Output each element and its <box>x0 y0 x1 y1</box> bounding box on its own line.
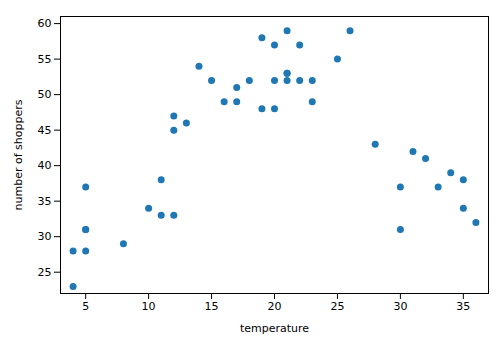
svg-text:30: 30 <box>393 300 407 313</box>
svg-text:10: 10 <box>142 300 156 313</box>
svg-text:15: 15 <box>205 300 219 313</box>
svg-text:55: 55 <box>38 53 52 66</box>
svg-text:35: 35 <box>456 300 470 313</box>
svg-text:25: 25 <box>330 300 344 313</box>
svg-text:60: 60 <box>38 17 52 30</box>
svg-text:number of shoppers: number of shoppers <box>12 99 25 210</box>
svg-text:45: 45 <box>38 124 52 137</box>
svg-text:25: 25 <box>38 266 52 279</box>
svg-text:30: 30 <box>38 230 52 243</box>
svg-text:temperature: temperature <box>240 322 309 335</box>
svg-text:20: 20 <box>268 300 282 313</box>
svg-text:35: 35 <box>38 195 52 208</box>
svg-text:50: 50 <box>38 88 52 101</box>
svg-text:5: 5 <box>82 300 89 313</box>
svg-text:40: 40 <box>38 159 52 172</box>
